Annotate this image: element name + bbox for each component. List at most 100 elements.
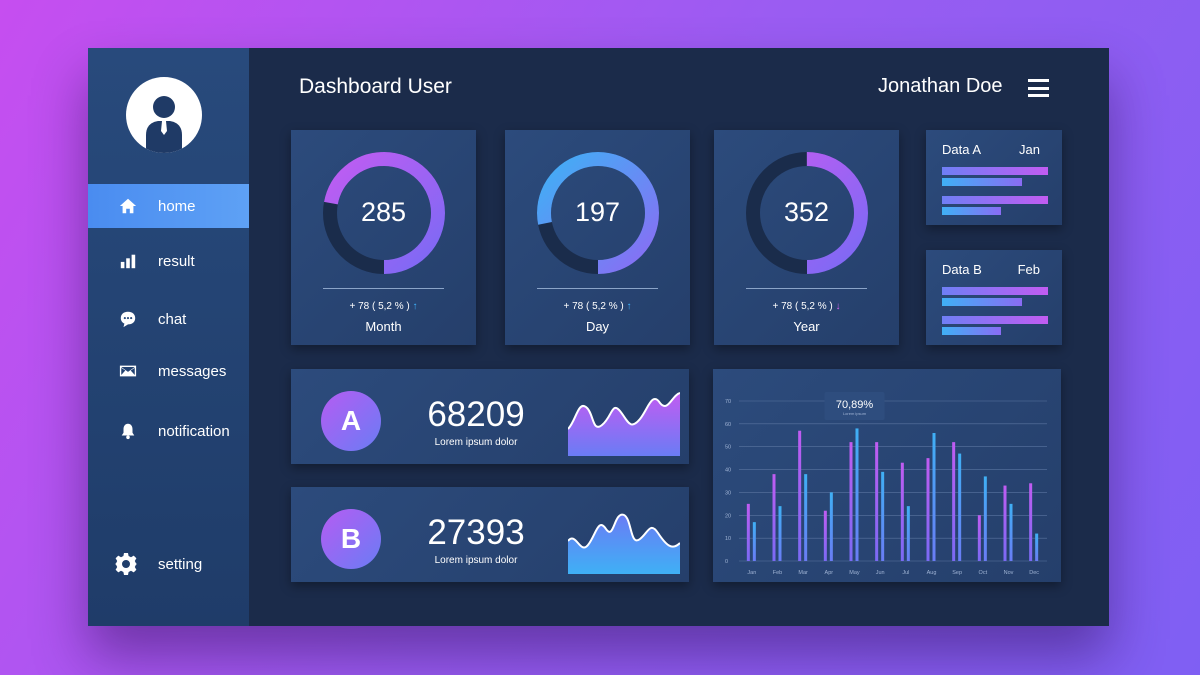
bar[interactable] <box>855 428 859 561</box>
bar[interactable] <box>906 506 910 561</box>
gauge-change: + 78 ( 5,2 % ) ↑ <box>291 301 476 312</box>
bar-chart-svg: 0 10 20 30 40 50 60 70 Jan Feb Mar Apr May Jun Jul Aug S… <box>725 392 1047 576</box>
data-bar <box>942 327 1001 335</box>
data-bar <box>942 196 1048 204</box>
gauge-value: 197 <box>574 197 621 227</box>
bar[interactable] <box>772 474 776 561</box>
bar[interactable] <box>977 515 981 561</box>
hamburger-menu-icon[interactable] <box>1028 79 1049 97</box>
bar[interactable] <box>1035 533 1039 561</box>
dashboard-window: home result chat messages notification <box>88 48 1109 626</box>
y-tick-label: 40 <box>725 468 731 474</box>
x-tick-label: Jun <box>876 570 885 576</box>
sidebar-item-label: setting <box>158 555 203 573</box>
stat-subtitle: Lorem ipsum dolor <box>434 555 518 566</box>
envelope-icon <box>118 361 138 381</box>
sidebar-item-label: chat <box>158 310 187 328</box>
data-bar <box>942 287 1048 295</box>
sidebar-item-messages[interactable]: messages <box>88 349 249 393</box>
gauge-arc <box>323 152 445 274</box>
gauge-change: + 78 ( 5,2 % ) ↑ <box>505 301 690 312</box>
x-tick-label: Jan <box>747 570 756 576</box>
bar[interactable] <box>746 503 750 561</box>
bar[interactable] <box>1029 483 1033 561</box>
wave-chart-b <box>568 513 680 574</box>
bar[interactable] <box>752 522 756 561</box>
gauge-label: Month <box>365 319 402 334</box>
bar[interactable] <box>983 476 987 561</box>
data-card-name: Data B <box>942 262 982 277</box>
tooltip-subtitle: Lorem ipsum <box>843 411 867 416</box>
gear-icon <box>114 552 138 576</box>
x-tick-label: Nov <box>1004 570 1014 576</box>
sidebar-item-home[interactable]: home <box>88 184 249 228</box>
stat-value: 68209 <box>427 395 525 434</box>
bar[interactable] <box>900 462 904 561</box>
y-tick-label: 0 <box>725 559 728 565</box>
sidebar-item-notification[interactable]: notification <box>88 409 249 453</box>
data-card-month: Feb <box>1017 262 1040 277</box>
arrow-up-icon: ↑ <box>412 301 418 312</box>
bar-chart-icon <box>118 251 138 271</box>
sidebar: home result chat messages notification <box>88 48 249 626</box>
user-avatar[interactable] <box>126 77 202 153</box>
donut-gauge <box>746 152 868 274</box>
bar[interactable] <box>881 471 885 561</box>
bar[interactable] <box>932 433 936 561</box>
x-tick-label: May <box>849 570 860 576</box>
stat-subtitle: Lorem ipsum dolor <box>434 437 518 448</box>
bar[interactable] <box>798 430 802 561</box>
bar[interactable] <box>849 442 853 561</box>
data-bar <box>942 316 1048 324</box>
bell-icon <box>118 421 138 441</box>
x-tick-label: Sep <box>952 570 962 576</box>
gauge-value: 352 <box>783 197 830 227</box>
x-tick-label: Dec <box>1029 570 1039 576</box>
user-name[interactable]: Jonathan Doe <box>878 75 1003 97</box>
bar[interactable] <box>778 506 782 561</box>
bar[interactable] <box>829 492 833 561</box>
sidebar-item-label: notification <box>158 422 230 440</box>
stat-value: 27393 <box>427 513 525 552</box>
gauge-card-month: 285 + 78 ( 5,2 % ) ↑ Month <box>291 130 476 345</box>
wave-chart-a <box>568 392 680 456</box>
data-card-b: Data B Feb <box>926 250 1062 345</box>
y-tick-label: 30 <box>725 490 731 496</box>
chart-tooltip <box>824 392 885 420</box>
sidebar-item-chat[interactable]: chat <box>88 297 249 341</box>
data-card-a: Data A Jan <box>926 130 1062 225</box>
page-title: Dashboard User <box>299 75 452 98</box>
arrow-up-icon: ↑ <box>626 301 632 312</box>
stat-letter-badge: A <box>321 391 381 451</box>
change-text: + 78 ( 5,2 % ) <box>349 301 410 312</box>
bar[interactable] <box>823 510 827 561</box>
y-tick-label: 10 <box>725 536 731 542</box>
y-tick-label: 50 <box>725 445 731 451</box>
stat-card-a: A 68209 Lorem ipsum dolor <box>291 369 689 464</box>
bar[interactable] <box>952 442 956 561</box>
divider <box>537 288 658 289</box>
tooltip-value: 70,89% <box>836 399 874 411</box>
bar[interactable] <box>875 442 879 561</box>
bar[interactable] <box>926 458 930 561</box>
chat-bubble-icon <box>118 309 138 329</box>
bar[interactable] <box>1003 485 1007 561</box>
sidebar-item-label: result <box>158 252 195 270</box>
data-bar <box>942 207 1001 215</box>
y-tick-label: 60 <box>725 422 731 428</box>
bar[interactable] <box>958 453 962 561</box>
y-tick-label: 20 <box>725 513 731 519</box>
change-text: + 78 ( 5,2 % ) <box>772 301 833 312</box>
sidebar-item-setting[interactable]: setting <box>88 542 249 586</box>
user-silhouette-icon <box>146 96 182 153</box>
gauge-card-year: 352 + 78 ( 5,2 % ) ↓ Year <box>714 130 899 345</box>
bar[interactable] <box>1009 503 1013 561</box>
gauge-value: 285 <box>360 197 407 227</box>
stat-letter-badge: B <box>321 509 381 569</box>
data-card-name: Data A <box>942 142 982 157</box>
sidebar-item-result[interactable]: result <box>88 239 249 283</box>
bar[interactable] <box>804 474 808 561</box>
x-tick-label: Apr <box>825 570 834 576</box>
sidebar-item-label: home <box>158 197 196 215</box>
gauge-label: Year <box>793 319 820 334</box>
